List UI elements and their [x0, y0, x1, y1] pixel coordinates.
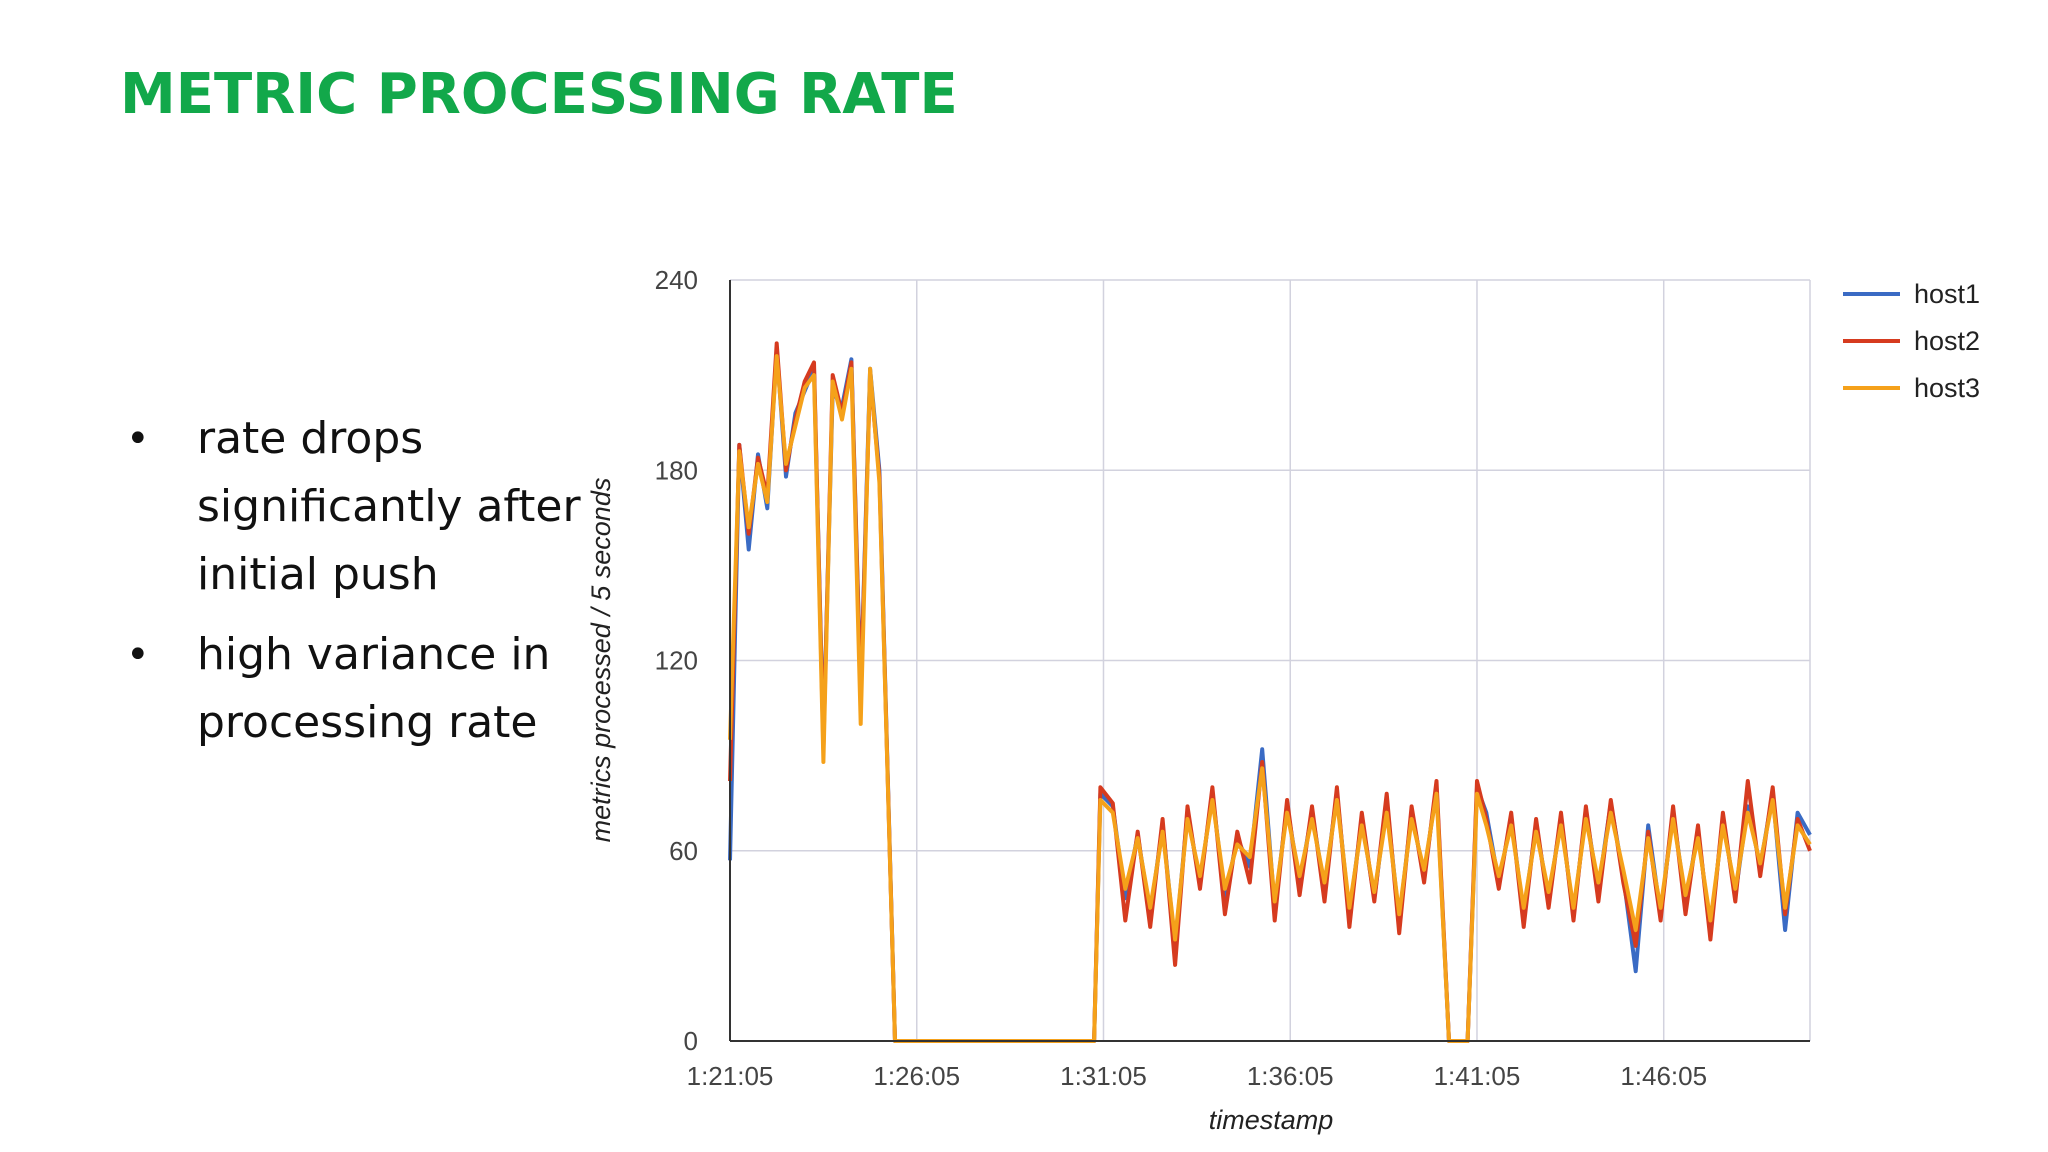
axes [729, 280, 1810, 1042]
series-line-host3 [728, 354, 1812, 1043]
x-tick-label: 1:26:05 [873, 1061, 960, 1091]
y-tick-label: 120 [655, 646, 698, 676]
bullet-list: • rate drops significantly after initial… [120, 405, 590, 769]
y-tick-label: 0 [684, 1026, 698, 1056]
y-tick-labels: 0 60 120 180 240 [655, 265, 698, 1056]
x-tick-label: 1:36:05 [1247, 1061, 1334, 1091]
series-lines [728, 341, 1812, 1043]
x-axis-title: timestamp [1209, 1105, 1334, 1135]
x-tick-label: 1:41:05 [1434, 1061, 1521, 1091]
bullet-item: • rate drops significantly after initial… [120, 405, 590, 609]
legend-label: host2 [1914, 326, 1980, 356]
y-tick-label: 60 [669, 836, 698, 866]
y-tick-label: 180 [655, 455, 698, 485]
legend-label: host3 [1914, 373, 1980, 403]
x-tick-label: 1:46:05 [1620, 1061, 1707, 1091]
bullet-dot-icon: • [126, 416, 150, 462]
bullet-item: • high variance in processing rate [120, 621, 590, 757]
slide-title: METRIC PROCESSING RATE [120, 62, 958, 127]
y-tick-label: 240 [655, 265, 698, 295]
x-tick-label: 1:21:05 [687, 1061, 774, 1091]
legend: host1 host2 host3 [1843, 279, 1980, 403]
bullet-text: high variance in processing rate [197, 629, 551, 748]
bullet-dot-icon: • [126, 632, 150, 678]
bullet-text: rate drops significantly after initial p… [197, 413, 581, 600]
legend-label: host1 [1914, 279, 1980, 309]
y-axis-title: metrics processed / 5 seconds [586, 478, 616, 843]
x-tick-label: 1:31:05 [1060, 1061, 1147, 1091]
x-tick-labels: 1:21:05 1:26:05 1:31:05 1:36:05 1:41:05 1:46:… [687, 1061, 1707, 1091]
